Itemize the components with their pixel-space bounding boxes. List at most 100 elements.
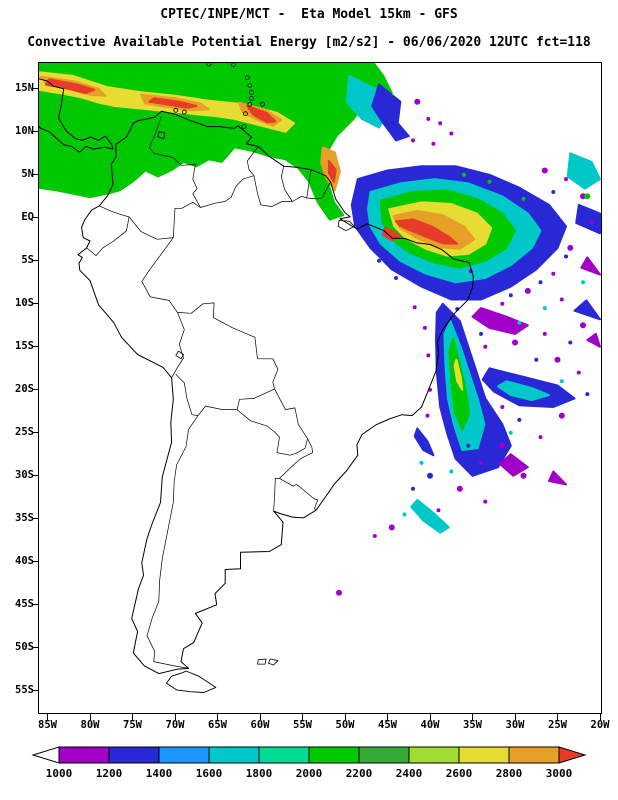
lat-tick (33, 475, 39, 477)
lon-tick-label: 80W (80, 719, 100, 731)
cape-speckle (436, 508, 441, 513)
colorbar-tick-label: 3000 (545, 767, 573, 780)
country-border (128, 216, 174, 240)
cape-region-blue (413, 427, 435, 457)
cape-speckle (483, 499, 488, 504)
cape-region-yellow (453, 358, 464, 391)
lon-tick-label: 25W (548, 719, 567, 731)
cape-speckle (567, 244, 574, 251)
cape-speckle (584, 193, 591, 200)
country-border (273, 478, 280, 512)
cape-region-cyan (410, 498, 450, 534)
cape-speckle (564, 177, 568, 182)
cape-speckle (425, 413, 430, 418)
lat-tick (33, 303, 39, 305)
colorbar-tick-label: 1400 (145, 767, 173, 780)
colorbar: 1000 1200 1400 1600 1800 2000 2200 2400 2600 2800… (31, 746, 587, 786)
country-border (197, 405, 237, 416)
small-island (173, 107, 179, 113)
island-tierra-del-fuego (166, 670, 217, 693)
cape-speckle (438, 121, 443, 126)
cape-speckle (517, 417, 522, 422)
colorbar-tick-label: 2400 (395, 767, 423, 780)
lat-tick-label: 10S (15, 296, 34, 309)
country-border (274, 388, 308, 439)
small-island (247, 101, 253, 107)
small-island (243, 111, 248, 117)
cape-region-blue (573, 299, 601, 321)
lon-tick-label: 65W (208, 719, 227, 731)
small-island (247, 82, 253, 88)
cape-speckle (377, 258, 381, 263)
lon-tick (302, 714, 303, 720)
cape-speckle (487, 179, 492, 184)
cape-region-blue (371, 83, 410, 142)
lon-tick (599, 714, 601, 720)
lon-tick (174, 714, 176, 720)
cape-speckle (372, 534, 377, 538)
cape-region-red (395, 218, 459, 245)
country-border (276, 437, 308, 456)
lat-tick (33, 432, 39, 434)
cape-speckle (554, 356, 561, 363)
cape-speckle (456, 485, 463, 492)
lat-tick-label: 15S (15, 339, 34, 352)
lat-tick-label: EQ (21, 210, 34, 223)
small-island (249, 95, 254, 101)
lat-tick-label: 30S (15, 468, 34, 481)
cape-speckle (551, 271, 556, 276)
lat-tick-label: 55S (15, 683, 34, 696)
country-border (236, 388, 275, 410)
country-border (280, 166, 293, 202)
country-border (99, 205, 130, 218)
cape-region-purple (471, 307, 529, 335)
country-border (246, 146, 259, 176)
lon-tick-label: 20W (590, 719, 610, 731)
cape-speckle (541, 167, 548, 174)
country-border (236, 409, 280, 438)
lon-tick (344, 714, 346, 720)
country-border (86, 216, 130, 256)
lon-tick (429, 714, 431, 720)
cape-speckle (500, 405, 505, 409)
cape-region-red (44, 78, 96, 95)
cape-region-purple (498, 453, 529, 477)
cape-speckle (500, 301, 505, 306)
colorbar-tick-label: 2200 (345, 767, 373, 780)
lat-tick (33, 647, 39, 649)
lon-tick (47, 714, 48, 720)
cape-speckle (564, 254, 568, 259)
lat-tick (33, 690, 39, 692)
cape-speckle (426, 353, 431, 358)
small-island (249, 89, 254, 95)
cape-speckle (462, 172, 466, 177)
lake-maracaibo (157, 131, 166, 140)
lon-tick-label: 45W (378, 719, 397, 731)
lon-tick-label: 60W (250, 719, 270, 731)
lat-tick-label: 5S (21, 253, 34, 266)
cape-speckle (402, 512, 407, 517)
country-border (257, 181, 331, 207)
colorbar-tick-label: 2800 (495, 767, 523, 780)
cape-speckle (508, 430, 513, 435)
cape-speckle (483, 344, 488, 349)
small-island (241, 124, 247, 129)
colorbar-over-arrow (558, 746, 587, 764)
country-border (149, 116, 201, 208)
cape-region-red (246, 105, 277, 124)
map-canvas (39, 63, 601, 693)
cape-speckle (580, 322, 586, 329)
cape-speckle (580, 193, 586, 200)
cape-speckle (426, 116, 431, 121)
map-frame: 15N 10N 5N EQ 5S 10S 15S 20S 25S 30S 35S 40S 45S 50S 5… (15, 62, 609, 731)
country-border (172, 201, 201, 238)
lon-tick (132, 714, 133, 720)
colorbar-labels: 1000 1200 1400 1600 1800 2000 2200 2400 2600 2800… (31, 746, 587, 780)
cape-speckle (479, 460, 483, 465)
country-border (279, 438, 314, 479)
cape-speckle (336, 589, 342, 596)
cape-speckle (449, 131, 454, 136)
cape-speckle (551, 190, 556, 194)
lon-tick-label: 30W (505, 719, 525, 731)
country-border (279, 478, 319, 511)
